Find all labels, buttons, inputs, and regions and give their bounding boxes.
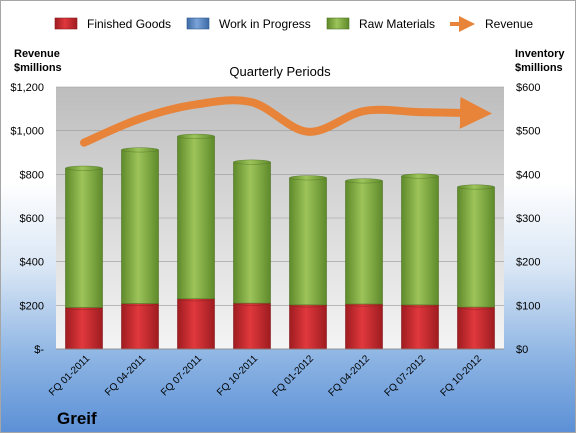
left-tick-label: $400 (20, 257, 44, 269)
right-tick-label: $0 (516, 344, 528, 356)
bar-top-raw-materials (177, 133, 215, 139)
x-tick-label: FQ 04-2012 (327, 353, 373, 399)
right-axis-ticks: $0 $100 $200 $300 $400 $500 $600 (516, 82, 540, 356)
bar-top-raw-materials (401, 173, 439, 179)
bar-raw-materials (401, 175, 439, 306)
bar-top-raw-materials (289, 175, 327, 181)
x-tick-label: FQ 10-2011 (215, 353, 260, 398)
x-tick-label: FQ 07-2012 (383, 353, 429, 399)
legend-item-revenue: Revenue (450, 16, 533, 32)
company-name: Greif (57, 409, 97, 428)
x-tick-label: FQ 07-2011 (159, 353, 204, 398)
legend-label-work-in-progress: Work in Progress (219, 17, 311, 31)
legend-swatch-raw-materials (326, 17, 350, 30)
bar-finished-goods (65, 307, 103, 350)
bar-top-raw-materials (457, 184, 495, 190)
legend-swatch-finished-goods (54, 17, 78, 30)
right-tick-label: $400 (516, 169, 540, 181)
bar-finished-goods (289, 304, 327, 350)
bar-finished-goods (401, 304, 439, 350)
x-tick-label: FQ 01-2011 (47, 353, 92, 398)
right-tick-label: $100 (516, 300, 540, 312)
left-tick-label: $- (34, 344, 44, 356)
left-tick-label: $800 (20, 169, 44, 181)
bar-finished-goods (457, 306, 495, 350)
bar-top-raw-materials (65, 165, 103, 171)
bar-top-raw-materials (121, 147, 159, 153)
bar-raw-materials (345, 180, 383, 305)
bar-finished-goods (177, 298, 215, 350)
x-tick-label: FQ 01-2012 (271, 353, 317, 399)
legend-label-raw-materials: Raw Materials (359, 17, 435, 31)
bar-raw-materials (289, 177, 327, 306)
legend-item-raw-materials: Raw Materials (326, 17, 435, 31)
bar-finished-goods (345, 303, 383, 350)
revenue-line (80, 96, 492, 147)
legend-label-revenue: Revenue (485, 17, 533, 31)
bar-finished-goods (121, 303, 159, 350)
bar-raw-materials (65, 167, 103, 308)
left-axis-title-line2: $millions (14, 62, 62, 74)
left-tick-label: $1,200 (10, 82, 44, 94)
bar-raw-materials (177, 136, 215, 300)
left-axis-ticks: $- $200 $400 $600 $800 $1,000 $1,200 (10, 82, 44, 356)
plot-subtitle: Quarterly Periods (229, 64, 331, 79)
legend: Finished Goods Work in Progress Raw Mate… (54, 16, 533, 32)
bar-top-raw-materials (345, 178, 383, 184)
legend-item-work-in-progress: Work in Progress (186, 17, 311, 31)
right-axis-title-line2: $millions (515, 62, 563, 74)
right-tick-label: $500 (516, 126, 540, 138)
legend-label-finished-goods: Finished Goods (87, 17, 171, 31)
bar-raw-materials (121, 149, 159, 304)
legend-swatch-work-in-progress (186, 17, 210, 30)
right-tick-label: $300 (516, 213, 540, 225)
bars (65, 133, 495, 350)
right-tick-label: $600 (516, 82, 540, 94)
right-tick-label: $200 (516, 257, 540, 269)
x-axis-ticks: FQ 01-2011 FQ 04-2011 FQ 07-2011 FQ 10-2011… (47, 353, 484, 399)
bar-raw-materials (233, 161, 271, 304)
x-tick-label: FQ 10-2012 (439, 353, 485, 399)
bar-finished-goods (233, 302, 271, 350)
left-tick-label: $600 (20, 213, 44, 225)
left-axis-title-line1: Revenue (14, 48, 60, 60)
legend-item-finished-goods: Finished Goods (54, 17, 171, 31)
bar-raw-materials (457, 186, 495, 308)
left-tick-label: $1,000 (10, 126, 44, 138)
revenue-line-group (80, 96, 492, 147)
right-axis-title-line1: Inventory (515, 48, 565, 60)
left-tick-label: $200 (20, 300, 44, 312)
x-tick-label: FQ 04-2011 (103, 353, 148, 398)
bar-top-raw-materials (233, 159, 271, 165)
